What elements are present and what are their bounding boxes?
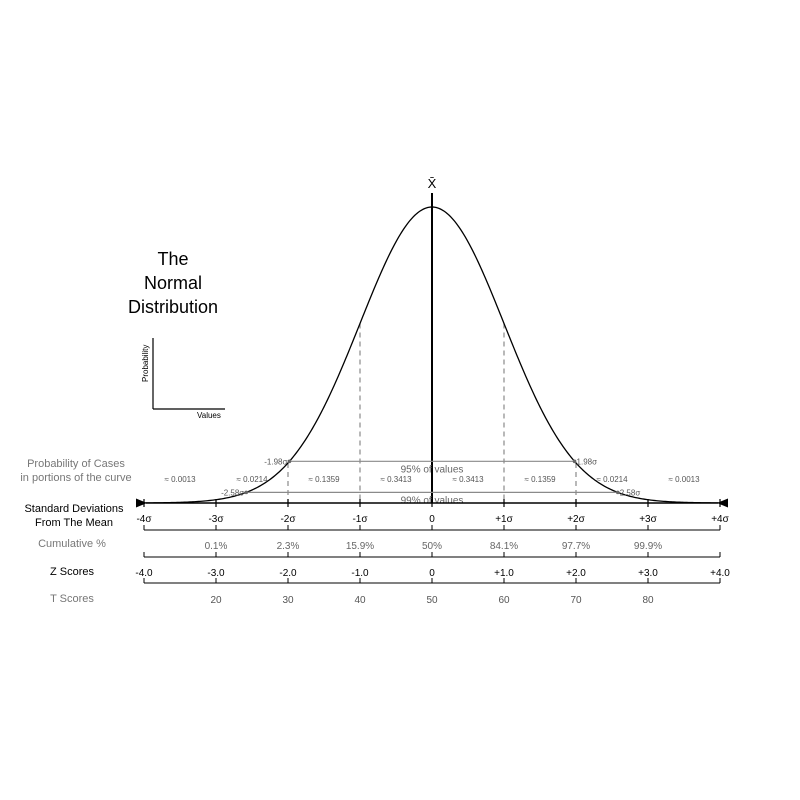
probability-label-line-2: in portions of the curve [20,472,132,484]
cumulative-row: 0.1% 2.3% 15.9% 50% 84.1% 97.7% 99.9% [143,541,721,558]
z-scores-row-label: Z Scores [49,566,94,578]
cumulative-row-label: Cumulative % [38,538,106,550]
cumulative-row-label: 50% [422,541,442,552]
interval-caption: 95% of values [401,464,464,475]
interval-endpoint [287,459,292,464]
sd-row-label: -4σ [136,514,152,525]
sd-row-label: -3σ [208,514,224,525]
z-scores-row-label: -1.0 [351,568,369,579]
t-scores-row-label: 70 [570,595,582,606]
t-scores-row-label: 80 [642,595,654,606]
portion-label: ≈ 0.1359 [308,475,340,484]
z-scores-row-label: +2.0 [566,568,586,579]
sd-row-label: +1σ [495,514,513,525]
sd-label-line-2: From The Mean [34,517,114,529]
z-scores-row-label: +3.0 [638,568,658,579]
title-line-1: The [157,249,189,269]
cumulative-row-label: 2.3% [277,541,300,552]
sd-row-label: +2σ [567,514,585,525]
portion-label: ≈ 0.0214 [596,475,628,484]
sd-row-label: 0 [429,514,435,525]
bell-curve [143,206,721,504]
axes-icon: Probability Values [141,338,225,420]
sd-label-line-1: Standard Deviations [24,503,124,515]
sd-row-label: Standard Deviations From The Mean [10,502,138,530]
sd-row-label: +4σ [711,514,729,525]
z-scores-row-label: 0 [429,568,435,579]
interval-label-left: -2.58σ [221,488,244,497]
z-scores-row: -4.0 -3.0 -2.0 -1.0 0 +1.0 +2.0 +3.0 +4.0 [135,568,730,584]
cumulative-row-label: 99.9% [634,541,662,552]
z-scores-row-label: -3.0 [207,568,225,579]
t-scores-row-label: 60 [498,595,510,606]
cumulative-row-label: 97.7% [562,541,590,552]
t-scores-row: 20 30 40 50 60 70 80 [210,595,654,606]
mean-symbol: X̄ [428,176,437,191]
portion-label: ≈ 0.3413 [452,475,484,484]
t-scores-row-label: 50 [426,595,438,606]
sd-row: -4σ -3σ -2σ -1σ 0 +1σ +2σ +3σ +4σ [136,514,730,531]
t-scores-row-label: 30 [282,595,294,606]
t-scores-row-label: 40 [354,595,366,606]
title-line-2: Normal [143,273,202,293]
t-scores-row-label: 20 [210,595,222,606]
diagram-title: The Normal Distribution [128,247,218,319]
title-line-3: Distribution [128,297,219,317]
axes-icon-x-label: Values [197,411,221,420]
sd-row-label: -1σ [352,514,368,525]
portion-label: ≈ 0.0013 [668,475,700,484]
sd-row-label: +3σ [639,514,657,525]
sd-row-label: -2σ [280,514,296,525]
interval-label-right: 2.58σ [620,488,641,497]
z-scores-row-label: -4.0 [135,568,153,579]
z-scores-row-label: +4.0 [710,568,730,579]
cumulative-row-label: 84.1% [490,541,518,552]
probability-row-label: Probability of Cases in portions of the … [12,457,140,485]
portion-label: ≈ 0.0214 [236,475,268,484]
interval-endpoint [615,490,620,495]
interval-endpoint [244,490,249,495]
interval-label-left: -1.98σ [264,457,287,466]
portion-label: ≈ 0.0013 [164,475,196,484]
probability-label-line-1: Probability of Cases [27,458,125,470]
cumulative-row-label: 0.1% [205,541,228,552]
z-scores-row-label: +1.0 [494,568,514,579]
interval-label-right: 1.98σ [577,457,598,466]
z-scores-row-label: -2.0 [279,568,297,579]
t-scores-row-label: T Scores [50,593,94,605]
cumulative-row-label: 15.9% [346,541,374,552]
axes-icon-y-label: Probability [141,345,150,382]
portion-label: ≈ 0.3413 [380,475,412,484]
interval-endpoint [572,459,577,464]
portion-label: ≈ 0.1359 [524,475,556,484]
